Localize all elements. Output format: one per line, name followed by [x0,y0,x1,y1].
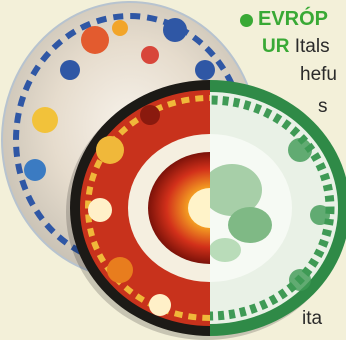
heading-line-1: EVRÓP [258,8,329,30]
heading-continuation: Itals [289,36,330,57]
body-line-2: s [318,96,328,117]
body-line-1: hefu [300,64,337,85]
front-plate-red-half [70,80,210,336]
bullet-dot-icon [240,14,253,27]
front-plate-green-half [210,80,346,336]
heading-bold-word: UR [262,36,290,57]
heading-line-2: UR Itals [262,36,330,58]
body-line-3: ita [302,308,323,329]
